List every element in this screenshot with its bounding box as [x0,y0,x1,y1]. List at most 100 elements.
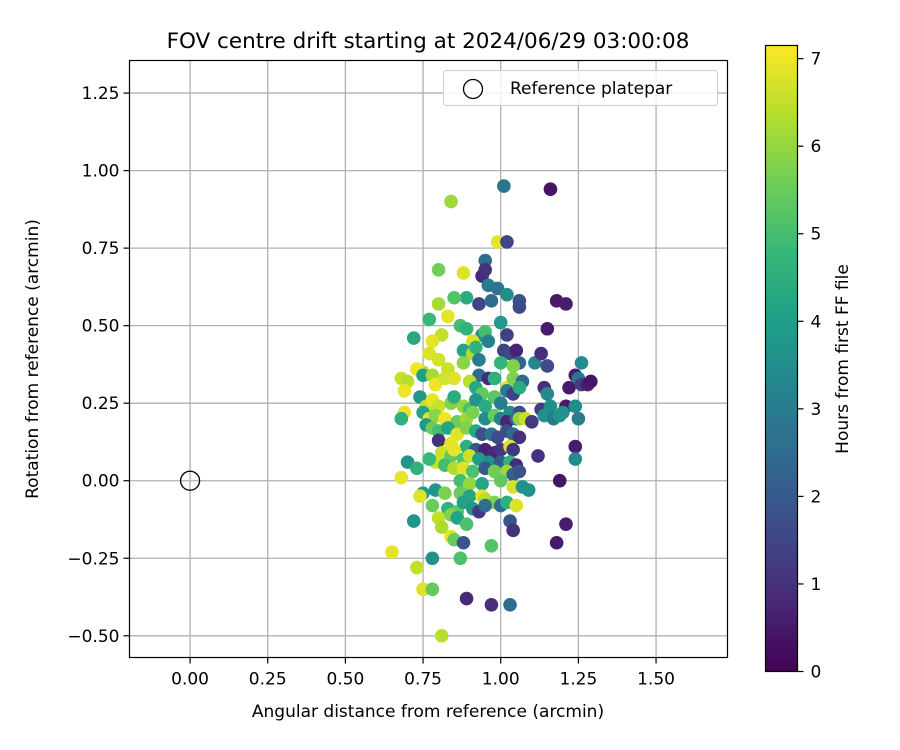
data-point [459,321,474,336]
data-point [438,371,452,386]
data-point [394,411,409,426]
data-point [462,477,477,491]
data-point [447,371,461,386]
colorbar-tick-label: 5 [811,225,822,245]
x-tick-label: 0.25 [249,670,287,690]
data-point [562,380,576,395]
colorbar-tick-label: 1 [811,575,822,595]
colorbar-tick-label: 3 [811,400,822,420]
data-point [568,452,583,466]
data-point [493,356,508,370]
data-point [521,483,536,497]
data-point [512,380,527,395]
data-point [506,442,520,457]
data-point [422,312,437,327]
data-point [540,321,555,336]
data-point [447,390,461,404]
data-point [475,427,489,442]
data-point [497,179,511,193]
data-point [543,182,558,197]
y-tick-label: 0.75 [82,239,120,259]
data-point [425,498,440,513]
data-point [568,399,583,414]
data-point [481,334,496,348]
data-point [552,408,567,423]
data-point [500,287,514,302]
data-point [509,343,524,358]
reference-platepar-marker [179,470,201,491]
y-tick-label: 1.25 [82,84,120,104]
data-point [465,464,480,479]
data-point [472,297,486,311]
x-tick-label: 0.50 [326,670,364,690]
y-tick-label: 0.25 [82,394,120,414]
data-point [574,356,589,370]
data-point [478,399,492,414]
colorbar: 0 1 2 3 4 5 6 7 Hours from first FF file [764,44,853,683]
data-point [503,597,517,612]
points-layer [385,179,598,643]
data-point [475,477,489,491]
data-point [456,535,471,550]
data-point [500,328,514,342]
data-point [512,300,527,314]
data-point [506,359,520,373]
data-point [512,464,527,479]
x-axis-label: Angular distance from reference (arcmin) [252,702,604,722]
data-point [456,266,471,280]
data-point [447,290,461,305]
legend-label: Reference platepar [510,79,672,99]
y-tick-label: −0.25 [67,549,119,569]
data-point [431,352,446,367]
y-axis-label: Rotation from reference (arcmin) [23,219,43,499]
data-point [394,470,409,485]
data-point [444,194,458,209]
x-tick-label: 0.75 [404,670,442,690]
y-tick-label: −0.50 [67,627,119,647]
data-point [422,452,437,466]
data-point [484,539,499,553]
data-point [416,368,430,383]
colorbar-tick-label: 4 [811,312,822,332]
data-point [534,346,548,361]
data-point [506,523,520,538]
colorbar-tick-label: 0 [811,663,822,683]
y-axis: −0.50 −0.25 0.00 0.25 0.50 0.75 1.00 1.25 [67,84,130,647]
data-point [478,498,492,513]
data-point [552,473,567,488]
colorbar-ticks: 0 1 2 3 4 5 6 7 [797,50,822,683]
data-point [438,486,452,500]
data-point [416,582,430,597]
data-point [506,480,520,494]
data-point [524,415,539,429]
data-point [559,517,573,531]
data-point [478,263,492,277]
legend-marker-icon [462,78,484,100]
plot-area-frame [128,59,729,659]
data-point [447,461,461,476]
data-point [493,315,508,330]
data-point [549,535,564,550]
data-point [413,489,427,504]
data-point [493,473,508,488]
data-point [431,297,446,311]
data-point [434,520,449,535]
colorbar-label: Hours from first FF file [833,264,853,454]
data-point [385,545,399,559]
data-point [512,430,527,445]
data-point [425,551,440,566]
y-tick-label: 0.50 [82,317,120,337]
data-point [584,374,598,389]
data-point [540,387,555,401]
data-point [540,359,555,373]
data-point [456,356,471,370]
data-point [397,383,412,398]
data-point [431,263,446,277]
colorbar-tick-label: 7 [811,50,822,70]
colorbar-tick-label: 6 [811,137,822,157]
data-point [487,371,502,386]
data-point [406,514,421,528]
data-point [410,560,424,575]
data-point [571,411,586,426]
